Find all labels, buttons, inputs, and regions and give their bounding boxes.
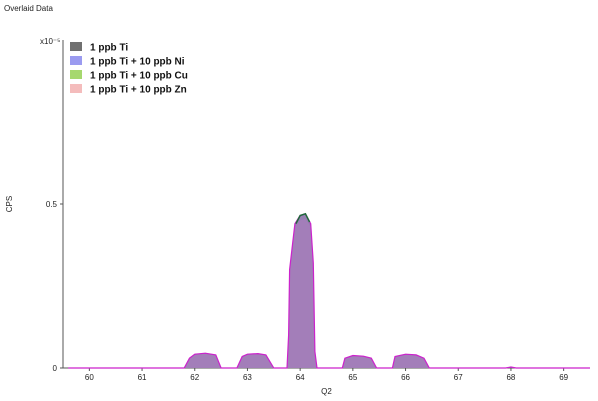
- overlay-fill: [68, 213, 591, 368]
- x-tick-label: 62: [190, 373, 199, 382]
- y-axis-label: CPS: [5, 196, 14, 212]
- legend-swatch-2: [70, 56, 82, 65]
- legend-label-2: 1 ppb Ti + 10 ppb Ni: [90, 57, 185, 68]
- peak-tip-line: [295, 212, 311, 225]
- y-tick-label: 0: [53, 364, 58, 373]
- legend-swatch-4: [70, 84, 82, 93]
- x-tick-label: 67: [454, 373, 463, 382]
- x-tick-label: 63: [243, 373, 252, 382]
- x-tick-label: 66: [401, 373, 410, 382]
- legend-swatch-3: [70, 70, 82, 79]
- y-tick-label: 0.5: [46, 200, 58, 209]
- series-area-1: [68, 213, 591, 368]
- series-area-3: [68, 215, 591, 368]
- legend-label-3: 1 ppb Ti + 10 ppb Cu: [90, 71, 188, 82]
- page-title: Overlaid Data: [4, 4, 53, 13]
- x-tick-label: 69: [559, 373, 568, 382]
- legend-label-1: 1 ppb Ti: [90, 43, 128, 54]
- legend-label-4: 1 ppb Ti + 10 ppb Zn: [90, 85, 187, 96]
- x-axis-label: Q2: [321, 387, 332, 396]
- x-tick-label: 61: [138, 373, 147, 382]
- x-tick-label: 60: [85, 373, 94, 382]
- overlay-outline: [68, 213, 590, 369]
- x-tick-label: 64: [296, 373, 305, 382]
- x-tick-label: 65: [348, 373, 357, 382]
- y-multiplier-label: x10⁻⁵: [40, 37, 60, 46]
- series-area-2: [68, 217, 591, 368]
- series-area-4: [68, 218, 591, 368]
- legend-swatch-1: [70, 42, 82, 51]
- x-tick-label: 68: [506, 373, 515, 382]
